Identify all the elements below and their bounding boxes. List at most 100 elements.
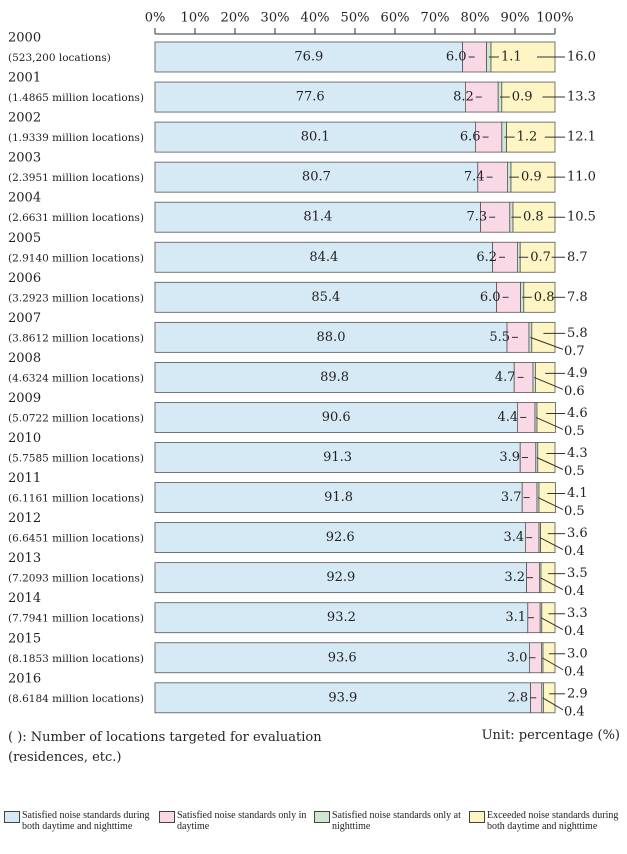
value-label: 11.0 — [567, 170, 596, 185]
category-sublabel: (6.1161 million locations) — [8, 493, 144, 505]
bar-segment — [154, 482, 523, 513]
bar-segment — [154, 81, 466, 113]
value-label: 2.8 — [508, 690, 529, 705]
bar-segment — [531, 321, 556, 353]
value-label: 0.5 — [564, 424, 585, 439]
category-label: 2015 — [8, 631, 41, 646]
value-label: 0.8 — [523, 210, 544, 225]
value-label: 92.6 — [326, 530, 355, 545]
bar-segment — [154, 442, 521, 473]
value-label: 92.9 — [326, 570, 355, 585]
x-tick-label: 40% — [301, 11, 330, 26]
value-label: 6.6 — [460, 130, 481, 145]
value-label: 6.0 — [480, 290, 501, 305]
value-label: 3.5 — [567, 566, 588, 581]
value-label: 0.4 — [564, 664, 585, 679]
value-label: 3.7 — [501, 490, 522, 505]
category-label: 2006 — [8, 271, 41, 286]
bar-segment — [519, 241, 556, 273]
value-label: 0.4 — [564, 584, 585, 599]
value-label: 8.2 — [453, 90, 474, 105]
bar-segment — [536, 402, 556, 433]
category-label: 2016 — [8, 671, 41, 686]
value-label: 4.9 — [567, 366, 588, 381]
value-label: 89.8 — [320, 370, 349, 385]
leader-line — [536, 457, 564, 470]
value-label: 3.6 — [567, 526, 588, 541]
legend-label: Exceeded noise standards during both day… — [487, 810, 619, 832]
value-label: 3.9 — [499, 450, 520, 465]
legend-item: Satisfied noise standards only at nightt… — [314, 810, 469, 832]
x-tick-label: 80% — [461, 11, 490, 26]
category-sublabel: (8.1853 million locations) — [8, 653, 144, 665]
value-label: 0.8 — [534, 290, 555, 305]
value-label: 93.2 — [327, 610, 356, 625]
legend-swatch — [314, 811, 330, 823]
value-label: 6.2 — [476, 250, 497, 265]
bar-segment — [543, 682, 556, 714]
category-label: 2007 — [8, 311, 41, 326]
bar-segment — [154, 121, 476, 153]
value-label: 2.9 — [567, 686, 588, 701]
x-tick-label: 20% — [221, 11, 250, 26]
leader-line — [539, 537, 564, 551]
value-label: 84.4 — [309, 250, 338, 265]
legend-item: Satisfied noise standards only in daytim… — [159, 810, 314, 832]
bar-segment — [154, 161, 479, 193]
value-label: 90.6 — [322, 410, 351, 425]
bar-segment — [540, 562, 556, 594]
category-sublabel: (8.6184 million locations) — [8, 693, 144, 705]
category-label: 2005 — [8, 231, 41, 246]
category-label: 2001 — [8, 71, 41, 86]
category-label: 2013 — [8, 551, 41, 566]
value-label: 0.6 — [564, 384, 585, 399]
bar-segment — [542, 642, 556, 674]
leader-line — [539, 577, 564, 591]
value-label: 7.8 — [567, 290, 588, 305]
category-sublabel: (4.6324 million locations) — [8, 372, 144, 384]
value-label: 1.2 — [517, 130, 538, 145]
category-label: 2014 — [8, 591, 41, 606]
category-sublabel: (1.4865 million locations) — [8, 92, 144, 104]
value-label: 0.9 — [521, 170, 542, 185]
value-label: 1.1 — [501, 50, 522, 65]
note: ( ): Number of locations targeted for ev… — [8, 730, 322, 765]
value-label: 0.5 — [564, 504, 585, 519]
value-label: 5.5 — [489, 330, 510, 345]
value-label: 0.4 — [564, 544, 585, 559]
value-label: 4.1 — [567, 486, 588, 501]
category-sublabel: (5.0722 million locations) — [8, 412, 144, 424]
legend-item: Satisfied noise standards during both da… — [4, 810, 159, 832]
value-label: 91.8 — [324, 490, 353, 505]
value-label: 88.0 — [317, 330, 346, 345]
bar-segment — [154, 281, 498, 313]
x-tick-label: 100% — [536, 11, 573, 26]
category-sublabel: (523,200 locations) — [8, 52, 111, 64]
x-tick-label: 0% — [145, 11, 166, 26]
bar-segment — [154, 522, 526, 553]
value-label: 0.4 — [564, 624, 585, 639]
category-label: 2010 — [8, 431, 41, 446]
category-label: 2002 — [8, 111, 41, 126]
value-label: 3.4 — [504, 530, 525, 545]
category-label: 2009 — [8, 391, 41, 406]
bar-segment — [154, 201, 482, 233]
value-label: 0.5 — [564, 464, 585, 479]
value-label: 0.9 — [512, 90, 533, 105]
value-label: 80.1 — [301, 130, 330, 145]
category-sublabel: (7.7941 million locations) — [8, 613, 144, 625]
unit: Unit: percentage (%) — [481, 728, 620, 743]
x-tick-label: 90% — [501, 11, 530, 26]
value-label: 76.9 — [294, 50, 323, 65]
category-sublabel: (5.7585 million locations) — [8, 453, 144, 465]
bar-segment — [154, 41, 464, 73]
legend-swatch — [159, 811, 175, 823]
category-label: 2008 — [8, 351, 41, 366]
leader-line — [537, 497, 564, 511]
bar-segment — [540, 522, 556, 553]
leader-line — [534, 376, 564, 390]
category-label: 2003 — [8, 151, 41, 166]
value-label: 4.3 — [567, 446, 588, 461]
value-label: 93.9 — [328, 690, 357, 705]
category-sublabel: (3.2923 million locations) — [8, 292, 144, 304]
